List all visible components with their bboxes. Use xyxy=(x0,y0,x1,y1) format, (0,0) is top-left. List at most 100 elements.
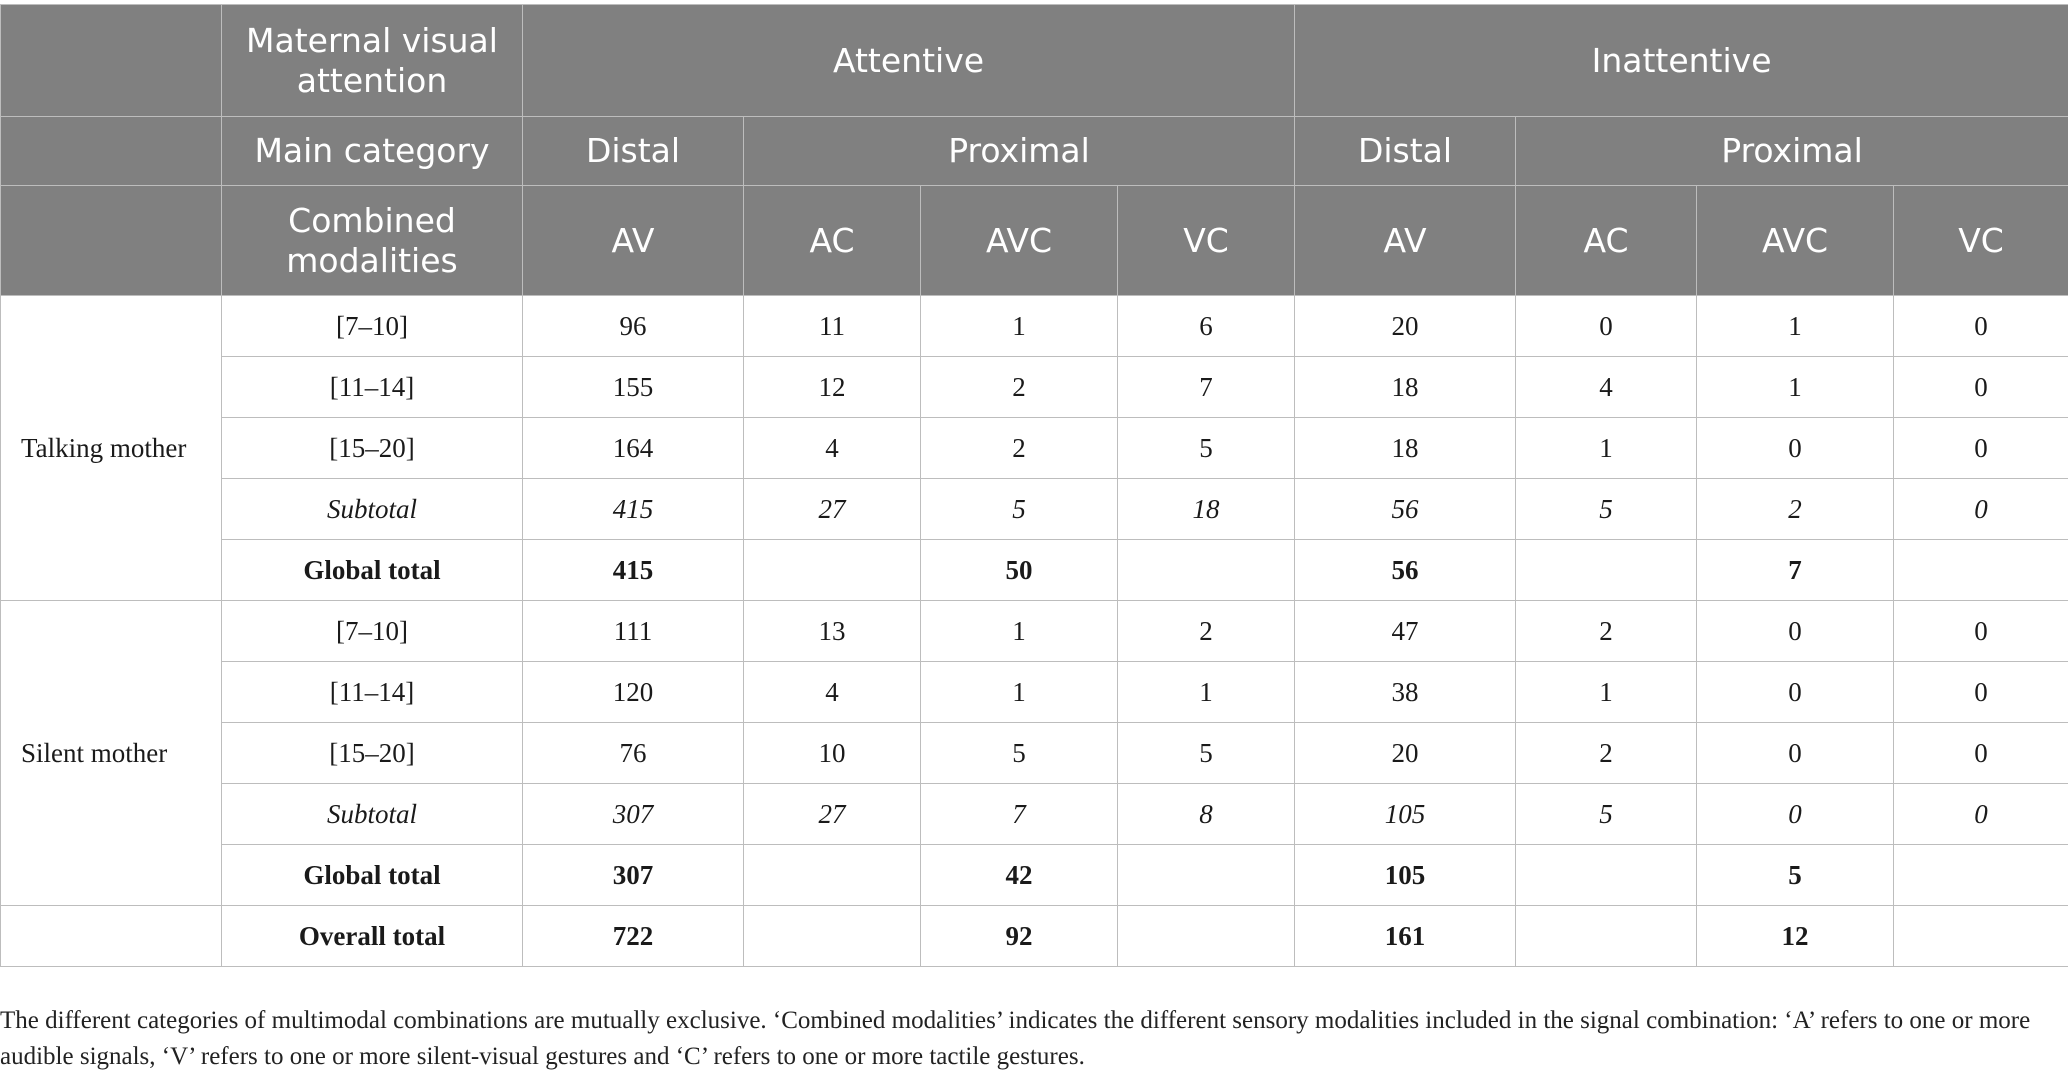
table-header: Maternal visual attention Attentive Inat… xyxy=(1,5,2068,296)
table-cell: 27 xyxy=(744,479,921,540)
table-cell: 0 xyxy=(1894,479,2068,540)
table-cell xyxy=(1516,906,1697,967)
table-cell: 0 xyxy=(1894,723,2068,784)
age-range-label: [7–10] xyxy=(222,296,523,357)
header-modality: AV xyxy=(523,186,744,296)
table-cell: 11 xyxy=(744,296,921,357)
table-cell: 1 xyxy=(1697,357,1894,418)
table-cell: 4 xyxy=(744,418,921,479)
subtotal-row: Subtotal 307 27 7 8 105 5 0 0 xyxy=(1,784,2068,845)
table-cell: 4 xyxy=(1516,357,1697,418)
table-cell: 0 xyxy=(1894,662,2068,723)
header-distal-inattentive: Distal xyxy=(1295,117,1516,186)
table-cell: 161 xyxy=(1295,906,1516,967)
table-cell: 2 xyxy=(1516,723,1697,784)
header-main-category: Main category xyxy=(222,117,523,186)
header-modality: AC xyxy=(1516,186,1697,296)
table-cell: 38 xyxy=(1295,662,1516,723)
table-cell: 1 xyxy=(1516,662,1697,723)
header-proximal-attentive: Proximal xyxy=(744,117,1295,186)
overall-total-row: Overall total 722 92 161 12 xyxy=(1,906,2068,967)
table-cell: 76 xyxy=(523,723,744,784)
table-cell: 307 xyxy=(523,784,744,845)
table-cell: 415 xyxy=(523,540,744,601)
table-cell: 20 xyxy=(1295,296,1516,357)
header-modality: AVC xyxy=(921,186,1118,296)
table-cell: 18 xyxy=(1295,357,1516,418)
table-cell: 7 xyxy=(1118,357,1295,418)
age-range-label: [15–20] xyxy=(222,723,523,784)
table-cell: 56 xyxy=(1295,540,1516,601)
table-cell xyxy=(1894,906,2068,967)
table-cell: 0 xyxy=(1894,357,2068,418)
table-row: Talking mother [7–10] 96 11 1 6 20 0 1 0 xyxy=(1,296,2068,357)
overall-total-label: Overall total xyxy=(222,906,523,967)
age-range-label: [11–14] xyxy=(222,357,523,418)
table-cell: 5 xyxy=(1516,479,1697,540)
table-cell: 415 xyxy=(523,479,744,540)
table-row: [15–20] 164 4 2 5 18 1 0 0 xyxy=(1,418,2068,479)
table-row: Silent mother [7–10] 111 13 1 2 47 2 0 0 xyxy=(1,601,2068,662)
table-cell: 120 xyxy=(523,662,744,723)
table-cell: 1 xyxy=(1118,662,1295,723)
table-cell: 2 xyxy=(1118,601,1295,662)
header-modality: VC xyxy=(1118,186,1295,296)
table-cell: 105 xyxy=(1295,784,1516,845)
table-cell: 2 xyxy=(1697,479,1894,540)
table-cell: 1 xyxy=(921,662,1118,723)
empty-cell xyxy=(1,906,222,967)
header-empty-cell xyxy=(1,186,222,296)
header-distal-attentive: Distal xyxy=(523,117,744,186)
table-cell xyxy=(1118,540,1295,601)
table-cell xyxy=(1118,845,1295,906)
age-range-label: [15–20] xyxy=(222,418,523,479)
table-cell: 5 xyxy=(921,479,1118,540)
global-total-row: Global total 415 50 56 7 xyxy=(1,540,2068,601)
table-cell: 2 xyxy=(1516,601,1697,662)
global-total-label: Global total xyxy=(222,540,523,601)
header-modality: AC xyxy=(744,186,921,296)
table-cell xyxy=(1516,540,1697,601)
table-cell: 56 xyxy=(1295,479,1516,540)
table-cell: 4 xyxy=(744,662,921,723)
table-cell: 307 xyxy=(523,845,744,906)
global-total-label: Global total xyxy=(222,845,523,906)
table-cell: 5 xyxy=(1118,723,1295,784)
table-cell: 0 xyxy=(1697,601,1894,662)
table-cell: 5 xyxy=(1118,418,1295,479)
data-table: Maternal visual attention Attentive Inat… xyxy=(0,4,2068,967)
table-cell: 5 xyxy=(1516,784,1697,845)
table-row: [11–14] 120 4 1 1 38 1 0 0 xyxy=(1,662,2068,723)
table-cell: 50 xyxy=(921,540,1118,601)
header-proximal-inattentive: Proximal xyxy=(1516,117,2068,186)
table-cell: 5 xyxy=(1697,845,1894,906)
header-row-attention: Maternal visual attention Attentive Inat… xyxy=(1,5,2068,117)
header-attentive: Attentive xyxy=(523,5,1295,117)
table-container: Maternal visual attention Attentive Inat… xyxy=(0,4,2068,967)
table-cell: 10 xyxy=(744,723,921,784)
table-cell: 96 xyxy=(523,296,744,357)
header-empty-cell xyxy=(1,5,222,117)
header-combined-modalities: Combined modalities xyxy=(222,186,523,296)
table-cell xyxy=(1516,845,1697,906)
table-cell: 42 xyxy=(921,845,1118,906)
table-cell: 6 xyxy=(1118,296,1295,357)
table-cell xyxy=(1894,540,2068,601)
table-cell: 0 xyxy=(1516,296,1697,357)
table-footnote: The different categories of multimodal c… xyxy=(0,1003,2060,1075)
table-cell: 155 xyxy=(523,357,744,418)
table-cell: 722 xyxy=(523,906,744,967)
subtotal-label: Subtotal xyxy=(222,479,523,540)
age-range-label: [7–10] xyxy=(222,601,523,662)
table-cell: 8 xyxy=(1118,784,1295,845)
table-cell: 18 xyxy=(1295,418,1516,479)
age-range-label: [11–14] xyxy=(222,662,523,723)
header-row-main-category: Main category Distal Proximal Distal Pro… xyxy=(1,117,2068,186)
table-row: [11–14] 155 12 2 7 18 4 1 0 xyxy=(1,357,2068,418)
header-modality: VC xyxy=(1894,186,2068,296)
table-cell: 7 xyxy=(1697,540,1894,601)
table-cell: 0 xyxy=(1697,784,1894,845)
table-cell: 13 xyxy=(744,601,921,662)
subtotal-row: Subtotal 415 27 5 18 56 5 2 0 xyxy=(1,479,2068,540)
table-cell: 0 xyxy=(1894,418,2068,479)
